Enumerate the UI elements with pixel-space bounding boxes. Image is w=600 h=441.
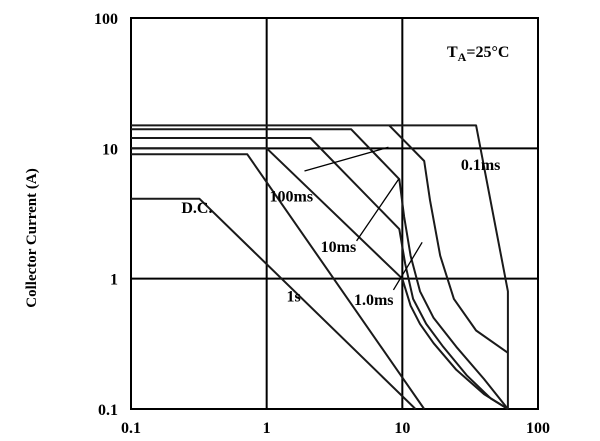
series-10ms-line <box>131 137 509 410</box>
y-tick-label: 10 <box>102 141 118 158</box>
x-tick-label: 10 <box>394 420 410 437</box>
x-tick-label: 100 <box>526 420 550 437</box>
annotation-0-1ms: 0.1ms <box>461 157 501 174</box>
series-unlabeled-6-line <box>388 124 509 354</box>
y-tick-label: 100 <box>94 11 118 28</box>
series-0-1ms-line <box>131 124 509 409</box>
annotation-10ms: 10ms <box>321 239 357 256</box>
annotation-1-0ms: 1.0ms <box>354 292 394 309</box>
x-tick-label: 0.1 <box>121 420 141 437</box>
series-d-c-line <box>131 197 417 410</box>
tick-labels: 0.1 1 10 100 0.1 1 10 100 <box>94 11 550 437</box>
annotation-1s: 1s <box>286 288 300 305</box>
condition-rest: =25°C <box>466 44 509 61</box>
leader-line <box>392 241 423 291</box>
y-tick-label: 1 <box>110 272 118 289</box>
condition-main: T <box>447 44 458 61</box>
leader-line <box>356 178 400 242</box>
series-100ms-line <box>131 147 509 410</box>
series-layer <box>131 124 509 410</box>
x-tick-label: 1 <box>263 420 271 437</box>
leader-line <box>304 146 389 172</box>
series-1s-line <box>131 153 426 410</box>
annotation-100ms: 100ms <box>270 189 314 206</box>
y-tick-label: 0.1 <box>98 402 118 419</box>
condition-label: TA=25°C <box>447 44 509 64</box>
leader-lines <box>304 146 423 291</box>
annotation-layer: D.C. 1s 100ms 10ms 1.0ms 0.1ms <box>181 157 500 309</box>
series-1-0ms-line <box>131 128 509 410</box>
plot-frame <box>130 17 539 410</box>
annotation-d-c: D.C. <box>181 200 212 217</box>
condition-sub: A <box>458 50 467 64</box>
y-axis-label: Collector Current (A) <box>24 168 40 307</box>
